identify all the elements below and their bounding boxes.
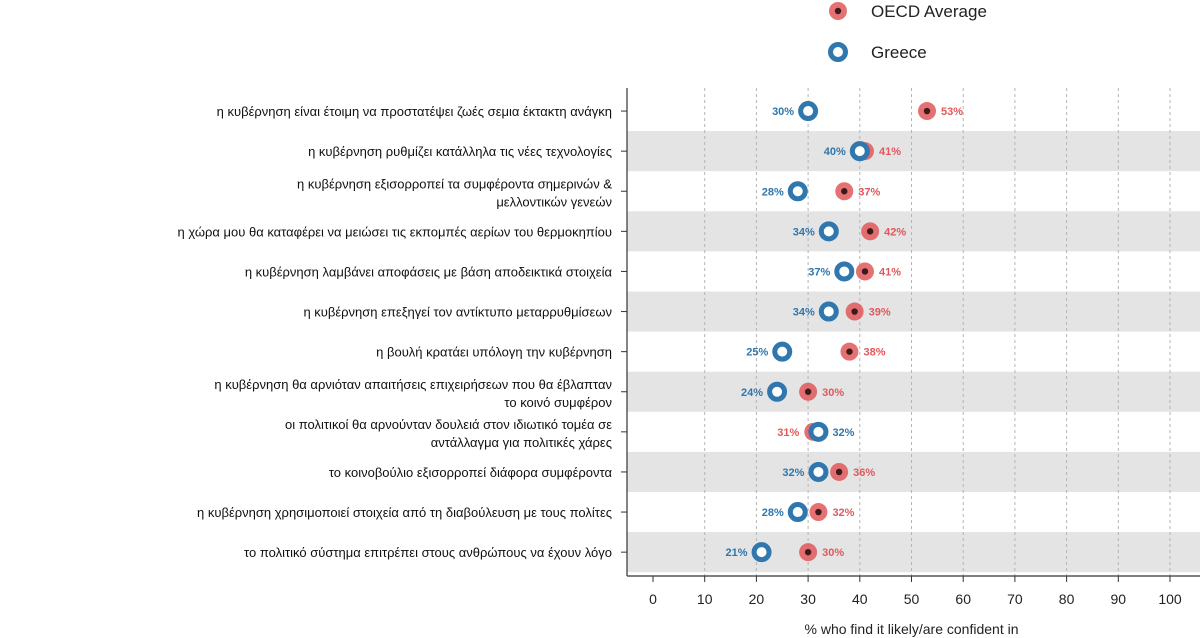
greece-marker [751, 542, 772, 563]
greece-data-label: 25% [746, 347, 768, 359]
oecd-data-label: 53% [941, 106, 963, 118]
oecd-marker-center [861, 268, 869, 275]
legend: OECD Average Greece [828, 2, 987, 62]
greece-marker [767, 381, 788, 402]
legend-label-greece: Greece [871, 43, 927, 62]
x-tick-label: 40 [852, 591, 868, 607]
greece-marker [772, 341, 793, 362]
greece-data-label: 30% [772, 106, 794, 118]
category-label: η κυβέρνηση επεξηγεί τον αντίκτυπο μεταρ… [303, 305, 612, 320]
category-label: η κυβέρνηση θα αρνιόταν απαιτήσεις επιχε… [214, 377, 612, 410]
category-label: η βουλή κρατάει υπόλογη την κυβέρνηση [376, 345, 612, 360]
oecd-data-label: 42% [884, 226, 906, 238]
greece-marker [808, 421, 829, 442]
oecd-marker-center [846, 348, 853, 355]
x-tick-label: 60 [955, 591, 971, 607]
category-labels: η κυβέρνηση είναι έτοιμη να προστατέψει … [178, 104, 613, 560]
x-tick-label: 0 [649, 591, 657, 607]
row-bands [627, 131, 1200, 573]
row-band [627, 532, 1200, 573]
greece-data-label: 21% [726, 547, 748, 559]
category-label-line: μελλοντικών γενεών [496, 194, 612, 209]
greece-data-label: 32% [832, 427, 854, 439]
greece-marker [787, 502, 808, 523]
oecd-data-label: 36% [853, 467, 875, 479]
greece-data-label: 24% [741, 387, 763, 399]
greece-marker [849, 141, 870, 162]
category-label: η κυβέρνηση είναι έτοιμη να προστατέψει … [217, 104, 612, 119]
oecd-marker-center [815, 508, 822, 516]
oecd-data-label: 30% [822, 547, 844, 559]
row-band [627, 131, 1200, 172]
oecd-marker-center [851, 308, 858, 315]
oecd-marker-center [923, 107, 931, 115]
greece-data-label: 40% [824, 146, 846, 158]
greece-marker [834, 261, 855, 282]
oecd-marker-center [866, 228, 874, 235]
oecd-data-label: 38% [863, 347, 885, 359]
legend-label-oecd-average: OECD Average [871, 2, 987, 21]
greece-data-label: 37% [808, 266, 830, 278]
category-label: η κυβέρνηση χρησιμοποιεί στοιχεία από τη… [197, 505, 612, 520]
oecd-data-label: 39% [869, 307, 891, 319]
oecd-data-label: 41% [879, 266, 901, 278]
x-tick-label: 90 [1111, 591, 1127, 607]
legend-item-oecd-average: OECD Average [829, 2, 987, 21]
greece-data-label: 34% [793, 226, 815, 238]
category-label: το κοινοβούλιο εξισορροπεί διάφορα συμφέ… [329, 465, 613, 480]
x-tick-label: 30 [800, 591, 816, 607]
oecd-data-label: 30% [822, 387, 844, 399]
greece-marker [818, 221, 839, 242]
row-band [627, 451, 1200, 492]
legend-item-greece: Greece [828, 42, 927, 62]
row-band [627, 371, 1200, 412]
oecd-data-label: 37% [858, 186, 880, 198]
oecd-marker-center [835, 468, 843, 476]
oecd-data-label: 32% [832, 507, 854, 519]
greece-data-label: 32% [782, 467, 804, 479]
axes [621, 88, 1200, 577]
row-band [627, 291, 1200, 332]
category-label: το πολιτικό σύστημα επιτρέπει στους ανθρ… [244, 545, 612, 560]
category-label-line: το κοινό συμφέρον [504, 395, 612, 410]
x-axis-ticks: 0 10 20 30 40 50 60 70 80 90 100 [649, 576, 1182, 607]
category-label-line: η κυβέρνηση εξισορροπεί τα συμφέροντα ση… [297, 176, 612, 191]
category-label-line: οι πολιτικοί θα αρνούνταν δουλειά στον ι… [285, 417, 612, 432]
category-label: η κυβέρνηση ρυθμίζει κατάλληλα τις νέες … [308, 144, 612, 159]
x-tick-label: 70 [1007, 591, 1023, 607]
category-label: η χώρα μου θα καταφέρει να μειώσει τις ε… [178, 224, 612, 239]
x-tick-label: 10 [697, 591, 713, 607]
greece-marker [818, 301, 839, 322]
oecd-marker-center [841, 188, 848, 195]
greece-marker [787, 181, 808, 202]
oecd-data-label: 31% [777, 427, 799, 439]
category-label-line: αντάλλαγμα για πολιτικές χάρες [431, 435, 612, 450]
greece-marker [808, 461, 829, 482]
category-label: η κυβέρνηση εξισορροπεί τα συμφέροντα ση… [297, 176, 612, 209]
x-tick-label: 100 [1158, 591, 1182, 607]
greece-data-label: 28% [762, 507, 784, 519]
x-tick-label: 20 [749, 591, 765, 607]
category-label-line: η κυβέρνηση θα αρνιόταν απαιτήσεις επιχε… [214, 377, 612, 392]
greece-marker [798, 101, 819, 122]
x-tick-label: 80 [1059, 591, 1075, 607]
category-label: οι πολιτικοί θα αρνούνταν δουλειά στον ι… [285, 417, 612, 450]
row-band [627, 211, 1200, 252]
category-label: η κυβέρνηση λαμβάνει αποφάσεις με βάση α… [245, 264, 613, 279]
oecd-data-label: 41% [879, 146, 901, 158]
legend-marker-greece [828, 42, 848, 62]
data-marks: 30% 53% 40% 41% 28% 37% 34% 42% 37% 41% 34% 39% 25% 3… [726, 101, 963, 563]
x-axis-title: % who find it likely/are confident in [805, 621, 1019, 637]
greece-data-label: 34% [793, 307, 815, 319]
oecd-marker-center [804, 388, 812, 395]
legend-marker-oecd-average-center [834, 7, 842, 15]
oecd-marker-center [804, 548, 812, 556]
greece-data-label: 28% [762, 186, 784, 198]
x-tick-label: 50 [904, 591, 920, 607]
